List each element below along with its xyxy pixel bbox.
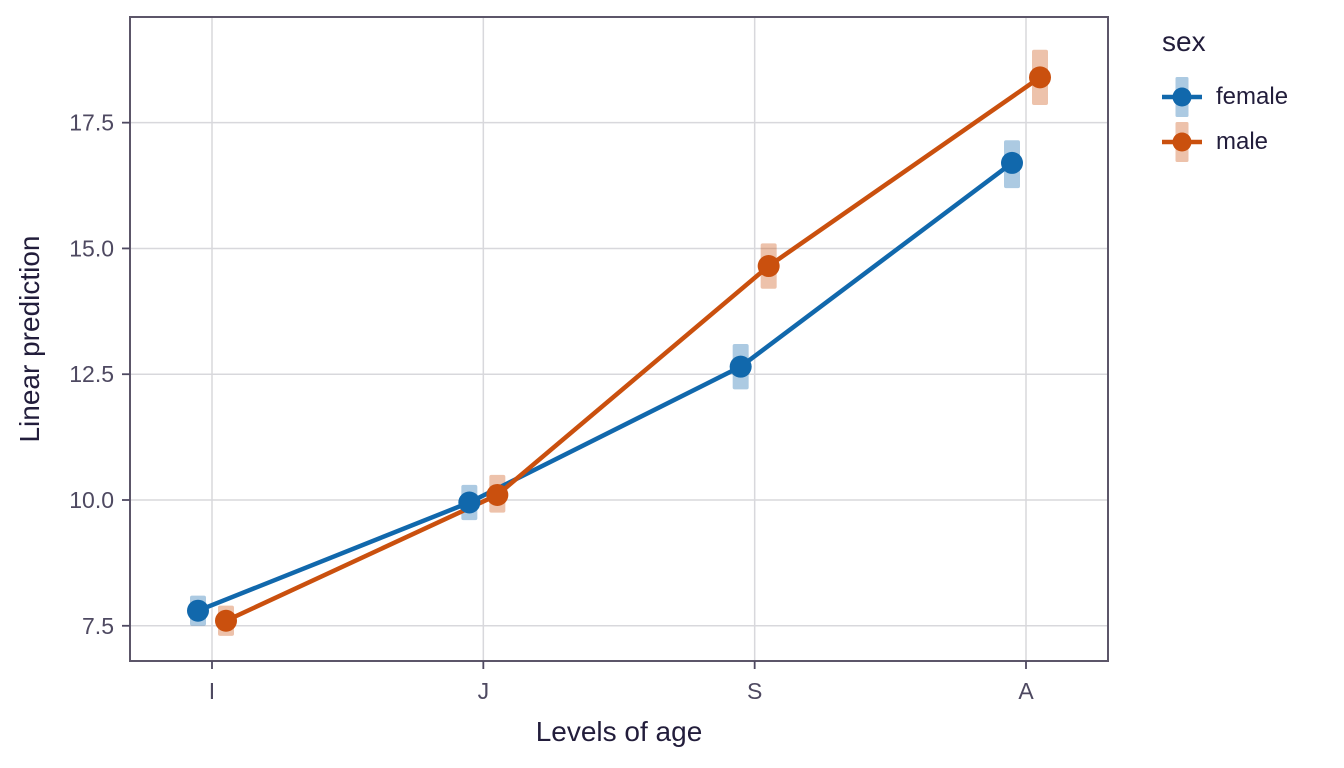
y-tick-label: 12.5 bbox=[69, 361, 114, 387]
legend-label-female: female bbox=[1216, 82, 1289, 110]
y-tick-label: 15.0 bbox=[69, 235, 114, 261]
legend-key-female-icon bbox=[1162, 76, 1202, 117]
tick-labels: 7.5 10.0 12.5 15.0 17.5 I J S A bbox=[69, 110, 1034, 704]
point-male-S bbox=[757, 255, 780, 278]
legend-key-point bbox=[1172, 87, 1192, 106]
point-female-J bbox=[458, 491, 481, 514]
legend-title: sex bbox=[1162, 26, 1206, 57]
x-tick-label: J bbox=[478, 678, 490, 704]
point-male-I bbox=[215, 609, 237, 632]
line-male bbox=[223, 75, 1043, 623]
y-tick-label: 10.0 bbox=[69, 487, 114, 513]
points-female bbox=[187, 151, 1023, 622]
point-female-I bbox=[187, 599, 209, 622]
x-tick-label: A bbox=[1018, 678, 1034, 704]
y-tick-label: 17.5 bbox=[69, 110, 114, 136]
panel-border bbox=[129, 16, 1109, 662]
points-male bbox=[215, 66, 1051, 632]
y-axis-title: Linear prediction bbox=[14, 235, 45, 443]
ci-bands-female bbox=[190, 140, 1020, 626]
axis-ticks bbox=[122, 121, 1027, 669]
legend-key-male-icon bbox=[1162, 121, 1202, 162]
legend-item-female: female bbox=[1160, 74, 1340, 119]
ci-bands-male bbox=[218, 49, 1048, 636]
point-male-J bbox=[486, 483, 509, 506]
x-axis-title: Levels of age bbox=[535, 716, 703, 747]
y-tick-label: 7.5 bbox=[82, 613, 114, 639]
legend: sex female male bbox=[1160, 26, 1340, 164]
legend-item-male: male bbox=[1160, 119, 1340, 164]
point-female-A bbox=[1001, 151, 1023, 174]
point-male-A bbox=[1029, 66, 1051, 89]
legend-label-male: male bbox=[1216, 127, 1269, 155]
x-tick-label: I bbox=[209, 678, 215, 704]
gridlines bbox=[130, 17, 1108, 661]
legend-key-point bbox=[1172, 132, 1192, 151]
line-female bbox=[195, 160, 1015, 613]
x-tick-label: S bbox=[747, 678, 762, 704]
point-female-S bbox=[729, 355, 752, 378]
